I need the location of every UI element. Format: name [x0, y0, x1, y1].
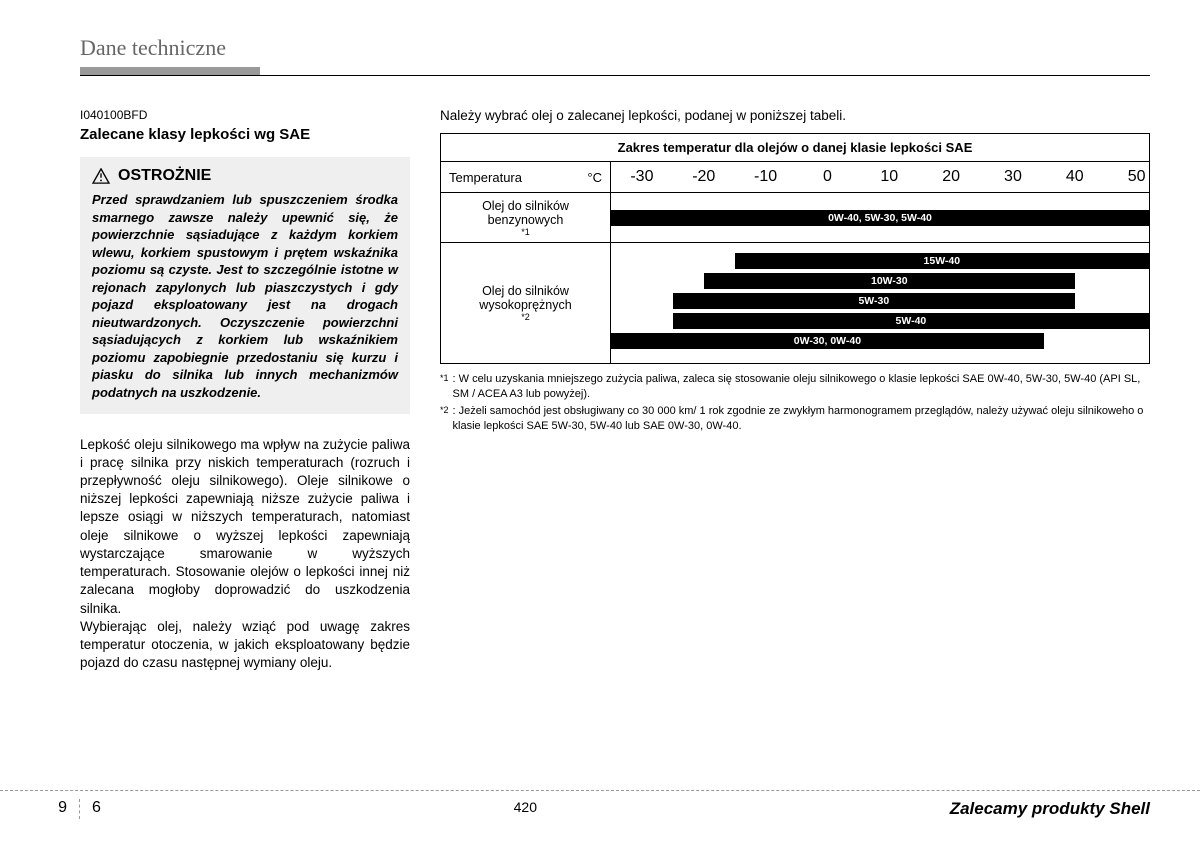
- right-column: Należy wybrać olej o zalecanej lepkości,…: [440, 108, 1150, 672]
- body-paragraph-2: Wybierając olej, należy wziąć pod uwagę …: [80, 618, 410, 673]
- chart-title: Zakres temperatur dla olejów o danej kla…: [441, 134, 1149, 162]
- caution-title: OSTROŻNIE: [92, 167, 398, 185]
- oil-viscosity-bar: 5W-30: [673, 293, 1075, 309]
- footnote: *2: Jeżeli samochód jest obsługiwany co …: [440, 404, 1150, 434]
- temp-tick: 20: [942, 168, 960, 186]
- subtitle: Zalecane klasy lepkości wg SAE: [80, 126, 410, 143]
- caution-body: Przed sprawdzaniem lub spuszczeniem środ…: [92, 191, 398, 402]
- footnote: *1: W celu uzyskania mniejszego zużycia …: [440, 372, 1150, 402]
- temp-tick: 50: [1128, 168, 1146, 186]
- temp-unit: °C: [587, 170, 602, 185]
- temp-tick: -20: [692, 168, 715, 186]
- chart-oil-row: Olej do silników benzynowych*10W-40, 5W-…: [441, 193, 1149, 243]
- oil-viscosity-bar: 5W-40: [673, 313, 1149, 329]
- body-paragraph-1: Lepkość oleju silnikowego ma wpływ na zu…: [80, 436, 410, 618]
- footnote-text: : Jeżeli samochód jest obsługiwany co 30…: [453, 404, 1150, 434]
- chart-oil-row: Olej do silników wysokoprężnych*215W-401…: [441, 243, 1149, 363]
- footer-tagline: Zalecamy produkty Shell: [950, 799, 1200, 819]
- header-rule: [80, 67, 1150, 76]
- temp-tick: -30: [630, 168, 653, 186]
- oil-viscosity-bar: 0W-30, 0W-40: [611, 333, 1044, 349]
- oil-row-label: Olej do silników benzynowych*1: [441, 193, 611, 242]
- temp-tick: 10: [880, 168, 898, 186]
- intro-text: Należy wybrać olej o zalecanej lepkości,…: [440, 108, 1150, 123]
- warning-icon: [92, 168, 110, 184]
- code-reference: I040100BFD: [80, 108, 410, 122]
- section-title: Dane techniczne: [80, 35, 1150, 65]
- oil-viscosity-bar: 0W-40, 5W-30, 5W-40: [611, 210, 1149, 226]
- oil-row-label: Olej do silników wysokoprężnych*2: [441, 243, 611, 363]
- footer-sub: 6: [80, 799, 101, 819]
- left-column: I040100BFD Zalecane klasy lepkości wg SA…: [80, 108, 410, 672]
- footnote-text: : W celu uzyskania mniejszego zużycia pa…: [453, 372, 1150, 402]
- footnote-marker: *1: [440, 372, 449, 402]
- viscosity-chart: Zakres temperatur dla olejów o danej kla…: [440, 133, 1150, 364]
- temp-tick: -10: [754, 168, 777, 186]
- caution-box: OSTROŻNIE Przed sprawdzaniem lub spuszcz…: [80, 157, 410, 414]
- page-footer: 9 6 420 Zalecamy produkty Shell: [0, 790, 1200, 819]
- oil-viscosity-bar: 15W-40: [735, 253, 1149, 269]
- footer-page-number: 420: [101, 799, 950, 819]
- bars-area: 15W-40 10W-30 5W-30 5W-40 0W-30, 0W-40: [611, 243, 1149, 363]
- temperature-axis-row: Temperatura °C -30 -20 -10 0 10 20 30 40 50: [441, 162, 1149, 193]
- footnotes: *1: W celu uzyskania mniejszego zużycia …: [440, 372, 1150, 433]
- temp-tick: 0: [823, 168, 832, 186]
- footnote-marker: *2: [440, 404, 449, 434]
- footer-chapter: 9: [0, 799, 80, 819]
- bars-area: 0W-40, 5W-30, 5W-40: [611, 193, 1149, 242]
- temp-tick: 40: [1066, 168, 1084, 186]
- oil-viscosity-bar: 10W-30: [704, 273, 1075, 289]
- temp-ticks: -30 -20 -10 0 10 20 30 40 50: [611, 162, 1149, 192]
- caution-label: OSTROŻNIE: [118, 167, 211, 185]
- temp-tick: 30: [1004, 168, 1022, 186]
- temp-label-cell: Temperatura °C: [441, 162, 611, 192]
- temp-label: Temperatura: [449, 170, 522, 185]
